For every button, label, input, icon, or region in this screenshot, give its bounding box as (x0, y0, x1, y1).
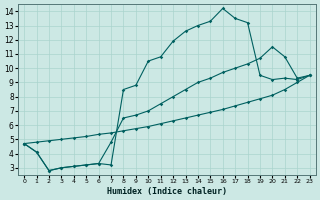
X-axis label: Humidex (Indice chaleur): Humidex (Indice chaleur) (107, 187, 227, 196)
